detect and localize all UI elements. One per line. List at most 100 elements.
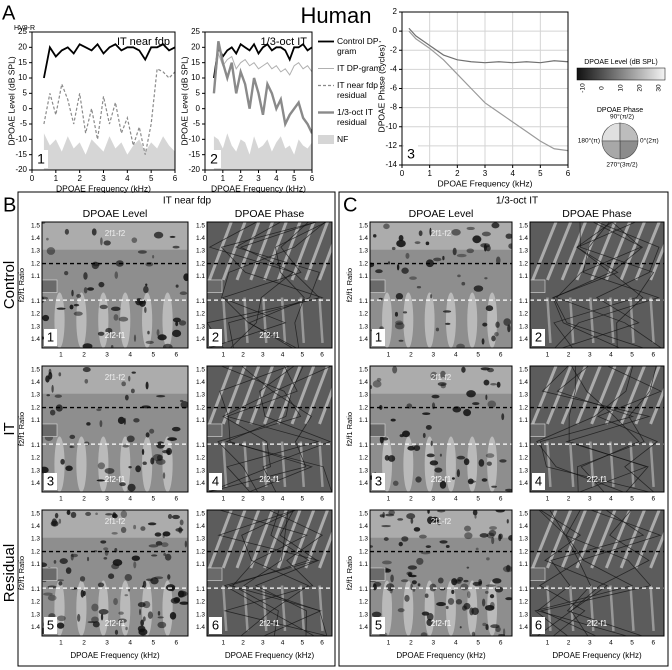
map-blob xyxy=(484,604,495,611)
freq-tick-label: 6 xyxy=(651,640,655,647)
map-blob xyxy=(86,556,90,562)
map-blob xyxy=(148,544,159,548)
x-tick-label: 0 xyxy=(30,174,35,183)
map-blob xyxy=(503,318,512,326)
ratio-tick-label: 1.4 xyxy=(196,336,205,343)
map-streak xyxy=(318,585,324,632)
map-phase-band xyxy=(249,510,275,569)
panel-box xyxy=(17,191,336,667)
map-frame xyxy=(41,509,189,637)
map-blob xyxy=(131,555,140,561)
x-tick-label: 1 xyxy=(427,169,432,178)
x-tick-label: 4 xyxy=(510,169,515,178)
map-blob xyxy=(491,222,500,229)
ratio-tick-label: 1.1 xyxy=(359,417,368,424)
map-streak xyxy=(629,297,635,344)
map-annotation: 2f1-f2 xyxy=(431,517,452,526)
map-blob xyxy=(426,612,434,621)
map-blob xyxy=(434,467,443,473)
x-axis-label: DPOAE Frequency (kHz) xyxy=(438,178,533,188)
legend: Control DP-gram IT DP-gram IT near fdp res… xyxy=(318,36,390,151)
map-blob xyxy=(455,599,463,605)
map-blob xyxy=(391,246,396,251)
map-stripe xyxy=(403,292,414,348)
ratio-tick-label: 1.4 xyxy=(519,379,528,386)
map-blob xyxy=(128,375,131,382)
map-blob xyxy=(58,518,62,524)
map-blob xyxy=(425,425,432,430)
panel-number: 6 xyxy=(212,617,219,632)
map-phase-band xyxy=(249,222,275,281)
map-blob xyxy=(411,580,417,585)
map-blob xyxy=(58,581,63,586)
map-blob xyxy=(65,465,73,472)
map-blob xyxy=(384,455,390,461)
map-frame xyxy=(529,509,665,637)
map-phase-band xyxy=(604,510,632,569)
map-blob xyxy=(76,293,82,298)
freq-tick-label: 2 xyxy=(409,496,413,503)
map-blob xyxy=(404,594,410,602)
ratio-tick-label: 1.1 xyxy=(359,586,368,593)
map-streak xyxy=(649,297,655,344)
map-phase-band xyxy=(208,222,233,281)
map-blob xyxy=(152,254,155,259)
map-blob xyxy=(451,578,458,586)
map-blob xyxy=(416,285,422,289)
freq-tick-label: 6 xyxy=(175,496,179,503)
map-stripe xyxy=(403,580,414,636)
map-streak xyxy=(222,297,228,344)
chart-title: 1/3-oct IT xyxy=(261,36,308,48)
map-blob xyxy=(175,321,179,327)
y-tick-label: -15 xyxy=(188,150,200,159)
map-blob xyxy=(112,513,118,519)
map-phase-band xyxy=(546,222,573,281)
ratio-marker xyxy=(370,279,386,293)
map-blob xyxy=(124,573,133,581)
ratio-tick-label: 1.1 xyxy=(196,586,205,593)
row-label: IT xyxy=(1,422,18,435)
map-blob xyxy=(495,321,500,328)
y-tick-label: 0 xyxy=(393,26,398,35)
map-blob xyxy=(481,231,491,237)
ratio-tick-label: 1.4 xyxy=(196,235,205,242)
map-streak xyxy=(609,585,615,632)
y-tick-label: -10 xyxy=(188,134,200,143)
map-blob xyxy=(120,510,128,519)
map-blob xyxy=(474,514,477,519)
map-blob xyxy=(491,485,498,488)
map-blob xyxy=(485,394,488,401)
ratio-axis-label: f2/f1 Ratio xyxy=(17,268,26,302)
map-blob xyxy=(179,291,188,296)
freq-tick-label: 5 xyxy=(476,352,480,359)
freq-tick-label: 4 xyxy=(128,496,132,503)
map-contour xyxy=(539,366,650,492)
ratio-tick-label: 1.3 xyxy=(196,467,205,474)
map-blob xyxy=(381,524,391,528)
map-blob xyxy=(472,402,480,406)
y-axis-label: DPOAE Level (dB SPL) xyxy=(6,56,16,145)
phase-quadrant xyxy=(601,140,621,160)
ratio-tick-label: 1.5 xyxy=(31,222,40,229)
map-contour xyxy=(538,510,662,636)
panel-number-box xyxy=(372,473,385,490)
map-contour xyxy=(217,510,320,636)
map-blob xyxy=(47,594,57,601)
map-stripe xyxy=(467,292,478,348)
map-blob xyxy=(481,598,486,607)
freq-tick-label: 5 xyxy=(151,640,155,647)
y-tick-label: 15 xyxy=(191,58,200,67)
map-phase-band xyxy=(318,242,332,281)
map-blob xyxy=(375,269,383,274)
map-contour xyxy=(536,366,634,492)
map-blob xyxy=(105,327,113,334)
panel-number: 5 xyxy=(47,617,54,632)
map-blob xyxy=(486,557,490,561)
map-streak xyxy=(280,297,287,344)
map-blob xyxy=(440,370,446,379)
ratio-tick-label: 1.4 xyxy=(359,379,368,386)
ratio-tick-label: 1.2 xyxy=(31,311,40,318)
map-blob xyxy=(506,564,511,572)
y-tick-label: -10 xyxy=(15,134,27,143)
map-stripe xyxy=(162,292,173,348)
